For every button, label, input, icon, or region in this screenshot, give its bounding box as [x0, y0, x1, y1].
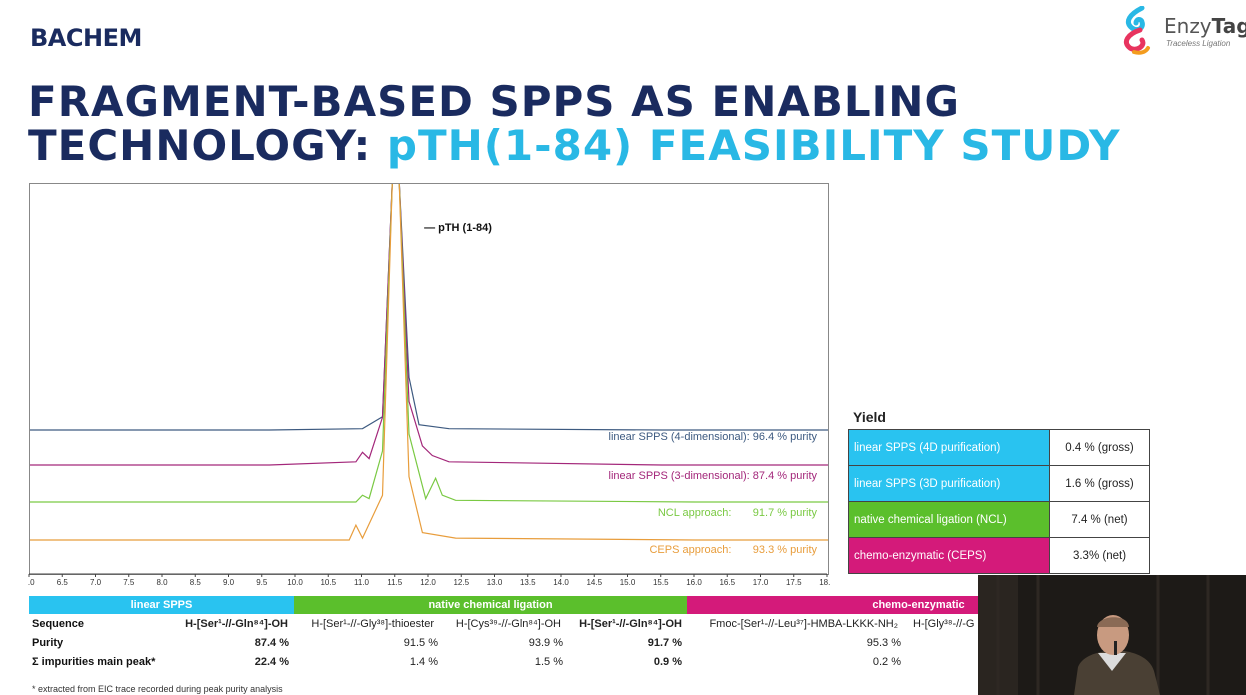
- seq-ncl-product: H-[Ser¹-//-Gln⁸⁴]-OH: [579, 618, 682, 630]
- seq-linear-spps: H-[Ser¹-//-Gln⁸⁴]-OH: [185, 618, 288, 630]
- purity-ceps-fragment1: 95.3 %: [866, 637, 901, 649]
- x-tick-label: 13.0: [487, 578, 503, 587]
- x-tick-label: 10.0: [287, 578, 303, 587]
- yield-value: 7.4 % (net): [1049, 501, 1150, 538]
- purity-ncl-cys: 93.9 %: [528, 637, 563, 649]
- impurities-ncl-thioester: 1.4 %: [409, 656, 438, 668]
- trace-label: linear SPPS (4-dimensional): 96.4 % puri…: [609, 431, 818, 443]
- footnote: * extracted from EIC trace recorded duri…: [32, 684, 283, 694]
- speaker-video: [978, 575, 1246, 695]
- x-tick-label: 14.0: [553, 578, 569, 587]
- x-tick-label: 15.0: [620, 578, 636, 587]
- row-label-impurities: Σ impurities main peak*: [32, 656, 156, 668]
- x-tick-label: 9.0: [223, 578, 235, 587]
- trace-line: [30, 184, 828, 503]
- bachem-logo: BACHEM: [30, 24, 142, 52]
- x-tick-label: 11.0: [354, 578, 370, 587]
- band-native-chemical-ligation: native chemical ligation: [294, 596, 687, 614]
- seq-ncl-thioester: H-[Ser¹-//-Gly³⁸]-thioester: [311, 618, 434, 630]
- yield-value: 1.6 % (gross): [1049, 465, 1150, 502]
- trace-line: [30, 184, 828, 431]
- x-tick-label: 6.5: [57, 578, 69, 587]
- x-tick-label: 16.0: [686, 578, 702, 587]
- slide-title-line2: TECHNOLOGY: pTH(1-84) FEASIBILITY STUDY: [28, 121, 1121, 170]
- seq-ceps-fragment1: Fmoc-[Ser¹-//-Leu³⁷]-HMBA-LKKK-NH₂: [709, 618, 898, 630]
- enzytag-logo-mark-icon: [1123, 6, 1150, 55]
- enzytag-logo-text: EnzyTag: [1164, 14, 1246, 38]
- peak-label: — pTH (1-84): [424, 222, 492, 234]
- x-tick-label: 6.0: [28, 578, 35, 587]
- x-tick-label: 15.5: [653, 578, 669, 587]
- impurities-ncl-product: 0.9 %: [653, 656, 682, 668]
- purity-linear-spps: 87.4 %: [254, 637, 289, 649]
- yield-row: native chemical ligation (NCL) 7.4 % (net…: [848, 501, 1150, 538]
- seq-ncl-cys: H-[Cys³⁹-//-Gln⁸⁴]-OH: [455, 618, 561, 630]
- yield-method-label: chemo-enzymatic (CEPS): [848, 537, 1050, 574]
- x-tick-label: 18.0: [819, 578, 830, 587]
- x-axis: 6.0 6.5 7.0 7.5 8.0 8.5 9.0 9.5 10.0 10.5 11.0 11.5…: [28, 573, 830, 587]
- enzytag-tagline: Traceless Ligation: [1166, 39, 1231, 48]
- yield-method-label: native chemical ligation (NCL): [848, 501, 1050, 538]
- x-tick-label: 12.0: [420, 578, 436, 587]
- chromatogram-plot: linear SPPS (4-dimensional): 96.4 % puri…: [30, 184, 828, 556]
- x-tick-label: 10.5: [320, 578, 336, 587]
- band-linear-spps: linear SPPS: [29, 596, 294, 614]
- trace-label: NCL approach: 91.7 % purity: [658, 507, 818, 519]
- yield-row: linear SPPS (4D purification) 0.4 % (gros…: [848, 429, 1150, 466]
- x-tick-label: 16.5: [719, 578, 735, 587]
- x-tick-label: 17.0: [753, 578, 769, 587]
- x-tick-label: 7.0: [90, 578, 102, 587]
- x-tick-label: 17.5: [786, 578, 802, 587]
- trace-label: CEPS approach: 93.3 % purity: [649, 544, 817, 556]
- seq-ceps-fragment2: H-[Gly³⁸-//-G: [913, 618, 975, 630]
- x-tick-label: 11.5: [387, 578, 403, 587]
- x-tick-label: 8.5: [190, 578, 202, 587]
- x-tick-label: 14.5: [586, 578, 602, 587]
- purity-ncl-thioester: 91.5 %: [403, 637, 438, 649]
- impurities-linear-spps: 22.4 %: [254, 656, 289, 668]
- impurities-ncl-cys: 1.5 %: [534, 656, 563, 668]
- x-tick-label: 8.0: [156, 578, 168, 587]
- yield-value: 0.4 % (gross): [1049, 429, 1150, 466]
- enzytag-logo: EnzyTag Traceless Ligation: [1120, 6, 1246, 56]
- yield-title: Yield: [853, 409, 886, 425]
- x-tick-label: 9.5: [256, 578, 268, 587]
- yield-row: linear SPPS (3D purification) 1.6 % (gros…: [848, 465, 1150, 502]
- yield-table: linear SPPS (4D purification) 0.4 % (gros…: [848, 429, 1150, 574]
- row-label-purity: Purity: [32, 637, 64, 649]
- slide-title-line1: FRAGMENT-BASED SPPS AS ENABLING: [28, 77, 960, 126]
- slide-title: FRAGMENT-BASED SPPS AS ENABLING TECHNOLO…: [28, 80, 1121, 168]
- yield-method-label: linear SPPS (4D purification): [848, 429, 1050, 466]
- yield-value: 3.3% (net): [1049, 537, 1150, 574]
- yield-row: chemo-enzymatic (CEPS) 3.3% (net): [848, 537, 1150, 574]
- trace-line: [30, 184, 828, 541]
- row-label-sequence: Sequence: [32, 618, 84, 630]
- chromatogram-chart: linear SPPS (4-dimensional): 96.4 % puri…: [29, 183, 829, 575]
- x-tick-label: 7.5: [123, 578, 135, 587]
- trace-line: [30, 184, 828, 466]
- x-tick-label: 13.5: [520, 578, 536, 587]
- speaker-silhouette: [978, 575, 1246, 695]
- yield-method-label: linear SPPS (3D purification): [848, 465, 1050, 502]
- x-tick-label: 12.5: [453, 578, 469, 587]
- purity-ncl-product: 91.7 %: [647, 637, 682, 649]
- impurities-ceps-fragment1: 0.2 %: [872, 656, 901, 668]
- trace-label: linear SPPS (3-dimensional): 87.4 % puri…: [609, 470, 818, 482]
